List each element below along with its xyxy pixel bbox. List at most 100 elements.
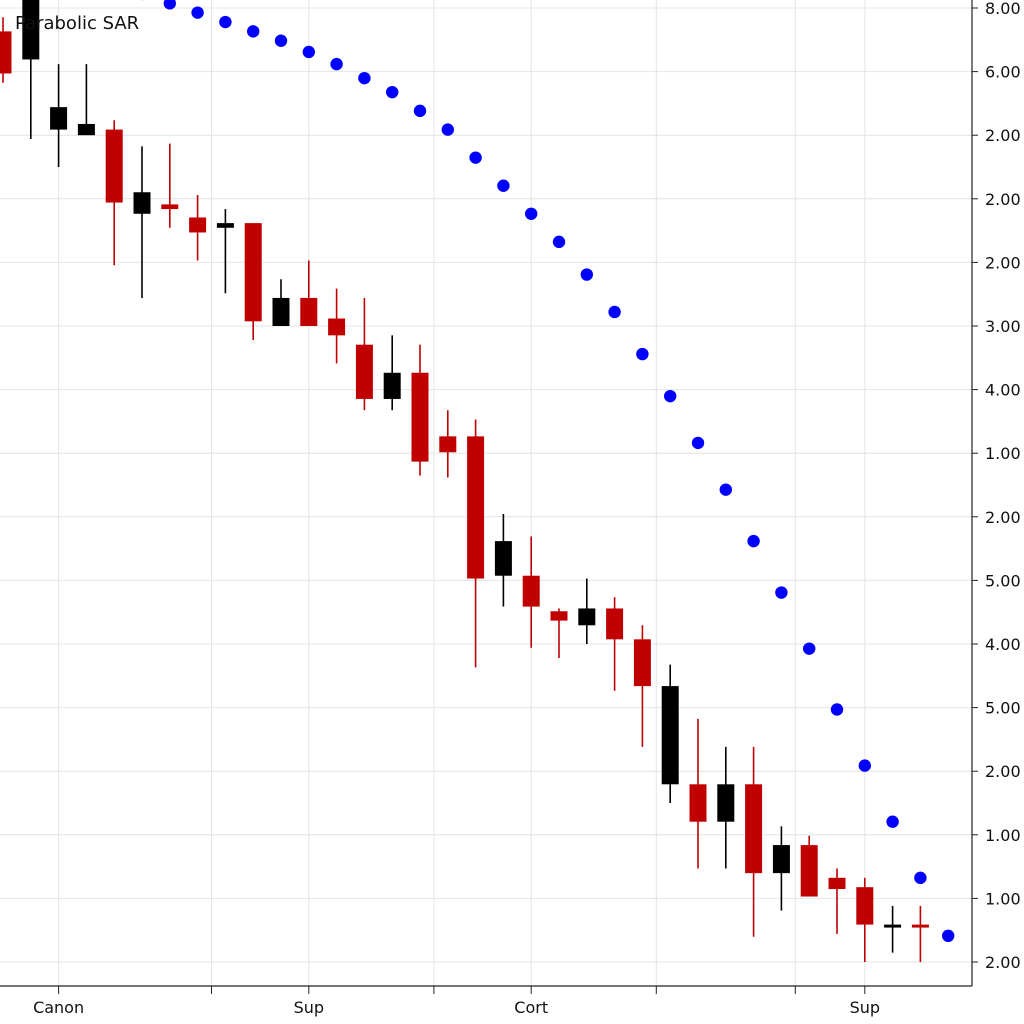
grid bbox=[0, 0, 972, 986]
y-tick-label: 5.00 bbox=[985, 699, 1021, 718]
candle-body bbox=[244, 223, 262, 322]
candle bbox=[884, 905, 902, 953]
candle bbox=[800, 835, 818, 897]
x-tick-label: Sup bbox=[850, 998, 880, 1017]
y-tick-label: 4.00 bbox=[985, 635, 1021, 654]
y-tick-label: 2.00 bbox=[985, 190, 1021, 209]
sar-dot bbox=[386, 85, 399, 99]
candle bbox=[494, 513, 512, 607]
candle bbox=[105, 120, 123, 266]
x-tick-label: Canon bbox=[33, 998, 84, 1017]
candle bbox=[0, 17, 12, 83]
sar-dot bbox=[775, 586, 788, 599]
sar-dot bbox=[219, 15, 232, 29]
sar-dot bbox=[858, 759, 871, 772]
candle-body bbox=[911, 924, 929, 928]
sar-dot bbox=[469, 151, 482, 164]
sar-dot bbox=[552, 235, 566, 249]
candle-body bbox=[578, 608, 596, 626]
candle-body bbox=[216, 223, 234, 228]
candle-body bbox=[467, 436, 485, 579]
candle-body bbox=[161, 204, 179, 210]
candle bbox=[355, 297, 373, 411]
sar-dot bbox=[525, 207, 538, 220]
y-tick-label: 4.00 bbox=[985, 381, 1021, 400]
sar-dot bbox=[330, 57, 343, 71]
sar-dot bbox=[636, 347, 649, 361]
candle-body bbox=[689, 784, 707, 822]
candle bbox=[383, 335, 401, 411]
y-tick-label: 8.00 bbox=[985, 0, 1021, 18]
candle bbox=[828, 868, 846, 934]
y-tick-label: 2.00 bbox=[985, 253, 1021, 272]
candle-body bbox=[745, 784, 763, 874]
y-tick-label: 2.00 bbox=[985, 762, 1021, 781]
candle-body bbox=[189, 217, 207, 233]
candle bbox=[50, 64, 68, 167]
y-axis: 8.00 6.00 2.00 2.00 2.00 3.00 4.00 1.00 2.00 5.00… bbox=[972, 0, 1021, 972]
plot-background bbox=[0, 0, 972, 986]
candle-body bbox=[550, 611, 568, 621]
y-tick-label: 1.00 bbox=[985, 826, 1021, 845]
candle-body bbox=[800, 845, 818, 897]
candle bbox=[161, 143, 179, 228]
candle-body bbox=[828, 877, 846, 890]
sar-dot bbox=[247, 25, 260, 38]
sar-dot bbox=[413, 104, 427, 118]
sar-dot bbox=[830, 703, 844, 716]
y-tick-label: 2.00 bbox=[985, 508, 1021, 527]
candle bbox=[411, 344, 429, 476]
candle bbox=[745, 746, 763, 937]
candle bbox=[467, 419, 485, 668]
candle bbox=[272, 279, 290, 326]
candle bbox=[22, 0, 40, 139]
candle bbox=[772, 826, 790, 911]
sar-dot bbox=[942, 929, 955, 943]
candlestick-series bbox=[0, 0, 929, 962]
y-tick-label: 5.00 bbox=[985, 571, 1021, 590]
sar-dot bbox=[497, 179, 510, 192]
sar-dot bbox=[803, 642, 816, 655]
candle bbox=[439, 410, 457, 478]
candle-body bbox=[105, 129, 123, 203]
sar-dot bbox=[441, 123, 454, 136]
candle bbox=[689, 718, 707, 869]
candle bbox=[189, 195, 207, 261]
candle bbox=[216, 209, 234, 294]
y-tick-label: 2.00 bbox=[985, 953, 1021, 972]
candle bbox=[661, 664, 679, 803]
sar-dot bbox=[747, 534, 760, 548]
candle bbox=[300, 260, 318, 326]
sar-dot bbox=[608, 305, 621, 319]
candle-body bbox=[411, 372, 429, 462]
sar-dot bbox=[163, 0, 176, 10]
candle-body bbox=[272, 297, 290, 326]
candle-body bbox=[633, 639, 651, 687]
candle bbox=[328, 288, 346, 364]
x-tick-label: Sup bbox=[294, 998, 324, 1017]
x-axis: Canon Sup Cort Sup bbox=[33, 986, 880, 1017]
candle-body bbox=[383, 372, 401, 399]
sar-dot bbox=[358, 71, 371, 85]
y-tick-label: 2.00 bbox=[985, 126, 1021, 145]
sar-dot bbox=[302, 45, 315, 59]
candle-body bbox=[0, 31, 12, 74]
candle bbox=[578, 578, 596, 644]
candle-body bbox=[661, 686, 679, 785]
candle-body bbox=[22, 0, 40, 60]
sar-dot bbox=[914, 871, 927, 885]
sar-dot bbox=[719, 483, 732, 496]
candle-body bbox=[606, 608, 624, 640]
candle-body bbox=[717, 784, 735, 822]
y-tick-label: 3.00 bbox=[985, 317, 1021, 336]
candle bbox=[606, 597, 624, 691]
candle-body bbox=[522, 575, 540, 607]
candle-body bbox=[133, 192, 151, 214]
sar-dot bbox=[580, 268, 593, 281]
candle bbox=[717, 746, 735, 869]
y-tick-label: 1.00 bbox=[985, 444, 1021, 463]
sar-dot bbox=[274, 34, 288, 47]
candle-body bbox=[772, 845, 790, 874]
y-tick-label: 6.00 bbox=[985, 63, 1021, 82]
